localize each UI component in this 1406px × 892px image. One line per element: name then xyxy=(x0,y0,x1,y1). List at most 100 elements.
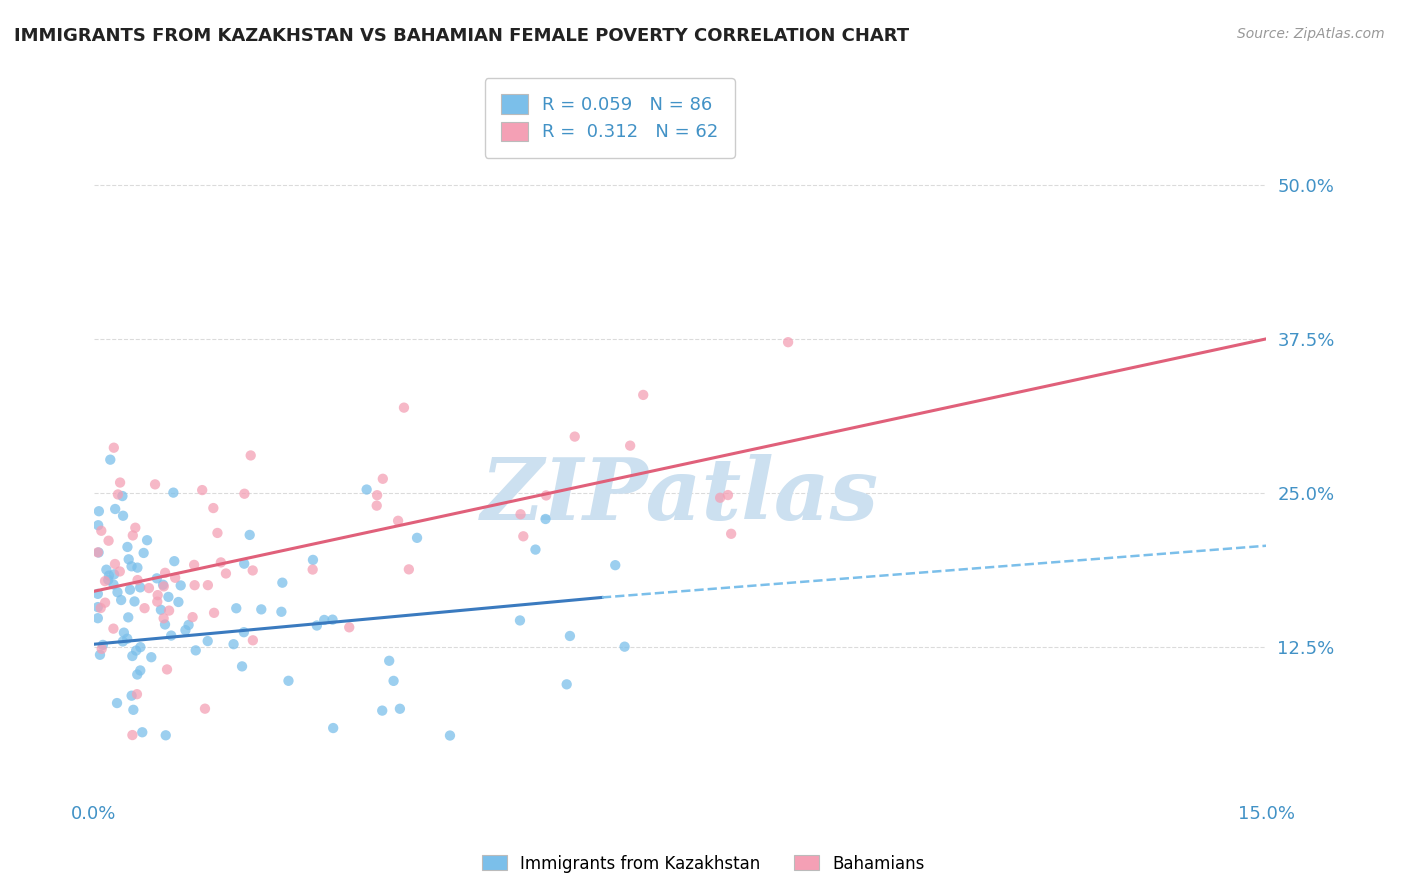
Point xyxy=(121,689,143,703)
Point xyxy=(225,601,247,615)
Point xyxy=(157,604,180,618)
Point xyxy=(103,622,125,636)
Point xyxy=(305,618,328,632)
Point xyxy=(322,613,344,627)
Point xyxy=(129,664,152,678)
Point xyxy=(132,546,155,560)
Point xyxy=(146,571,169,585)
Point xyxy=(125,643,148,657)
Point xyxy=(242,564,264,578)
Point xyxy=(439,729,461,743)
Point xyxy=(202,606,225,620)
Point xyxy=(717,488,740,502)
Point xyxy=(134,601,156,615)
Point xyxy=(136,533,159,548)
Point xyxy=(127,560,149,574)
Point xyxy=(110,593,132,607)
Point xyxy=(174,623,197,637)
Point xyxy=(103,567,125,582)
Point xyxy=(87,600,110,615)
Point xyxy=(104,557,127,571)
Point xyxy=(156,662,179,676)
Point xyxy=(118,552,141,566)
Point xyxy=(239,528,262,542)
Point xyxy=(197,634,219,648)
Point xyxy=(117,610,139,624)
Point xyxy=(277,673,299,688)
Point xyxy=(108,565,131,579)
Point xyxy=(509,508,531,522)
Point xyxy=(231,659,253,673)
Point xyxy=(107,585,129,599)
Point xyxy=(124,521,146,535)
Point xyxy=(90,524,112,538)
Legend: Immigrants from Kazakhstan, Bahamians: Immigrants from Kazakhstan, Bahamians xyxy=(475,848,931,880)
Point xyxy=(270,605,292,619)
Point xyxy=(97,568,120,582)
Text: ZIPatlas: ZIPatlas xyxy=(481,454,879,538)
Point xyxy=(103,441,125,455)
Point xyxy=(378,654,401,668)
Point xyxy=(558,629,581,643)
Point xyxy=(87,545,110,559)
Point xyxy=(177,618,200,632)
Point xyxy=(98,452,121,467)
Point xyxy=(94,596,117,610)
Point xyxy=(87,504,110,518)
Point xyxy=(117,540,139,554)
Point xyxy=(356,483,378,497)
Point xyxy=(105,696,128,710)
Point xyxy=(146,594,169,608)
Point xyxy=(103,577,125,591)
Point xyxy=(398,562,420,576)
Point xyxy=(87,545,110,559)
Point xyxy=(366,499,388,513)
Point xyxy=(387,514,409,528)
Point xyxy=(87,611,110,625)
Point xyxy=(564,429,586,443)
Point xyxy=(207,525,229,540)
Point xyxy=(720,526,742,541)
Point xyxy=(509,614,531,628)
Point xyxy=(250,602,273,616)
Point xyxy=(112,508,135,523)
Point xyxy=(392,401,415,415)
Point xyxy=(194,701,217,715)
Point xyxy=(209,555,232,569)
Point xyxy=(111,489,134,503)
Point xyxy=(89,648,111,662)
Point xyxy=(271,575,294,590)
Point xyxy=(162,485,184,500)
Point xyxy=(97,533,120,548)
Point xyxy=(90,601,112,615)
Point xyxy=(613,640,636,654)
Point xyxy=(96,563,118,577)
Point xyxy=(107,487,129,501)
Point xyxy=(122,703,145,717)
Point xyxy=(215,566,238,581)
Point xyxy=(366,488,388,502)
Point xyxy=(170,578,193,592)
Point xyxy=(152,578,174,592)
Point xyxy=(301,563,323,577)
Point xyxy=(152,611,174,625)
Point xyxy=(302,553,325,567)
Point xyxy=(97,573,120,587)
Point xyxy=(121,728,143,742)
Point xyxy=(534,512,557,526)
Point xyxy=(197,578,219,592)
Point xyxy=(619,439,641,453)
Point xyxy=(153,566,176,580)
Point xyxy=(382,673,405,688)
Point xyxy=(512,529,534,543)
Point xyxy=(121,648,143,663)
Point xyxy=(202,501,225,516)
Point xyxy=(167,595,190,609)
Point xyxy=(87,518,110,533)
Point xyxy=(388,702,411,716)
Point xyxy=(111,634,134,648)
Point xyxy=(631,388,654,402)
Point xyxy=(131,725,153,739)
Point xyxy=(127,667,149,681)
Point xyxy=(121,559,143,574)
